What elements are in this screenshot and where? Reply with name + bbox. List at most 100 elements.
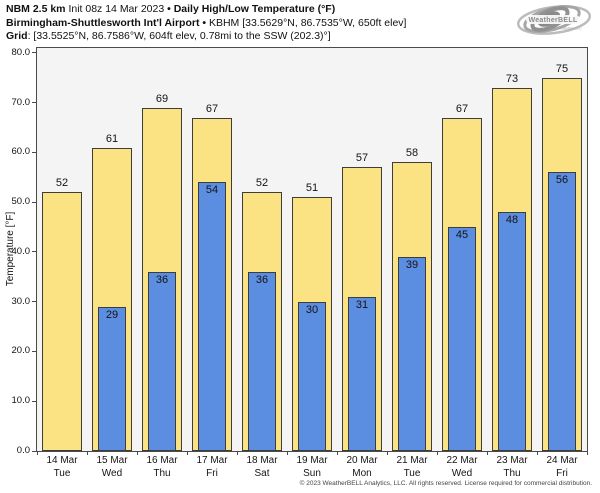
y-tick-label: 10.0 [11, 395, 31, 407]
title-segment: Init 08z 14 Mar 2023 [65, 3, 168, 15]
low-value-label: 30 [305, 303, 319, 316]
high-value-label: 52 [255, 177, 269, 190]
x-tick-date: 18 Mar [246, 455, 278, 466]
x-tick-mark [186, 451, 188, 455]
title-line-3: Grid: [33.5525°N, 86.7586°W, 604ft elev,… [6, 30, 406, 44]
y-tick-mark [32, 400, 36, 402]
low-value-label: 45 [455, 229, 469, 242]
x-tick-mark [136, 451, 138, 455]
y-tick-label: 50.0 [11, 196, 31, 208]
high-value-label: 75 [555, 62, 569, 75]
y-tick-mark [32, 450, 36, 452]
high-value-label: 69 [155, 92, 169, 105]
weatherbell-logo: WeatherBELL Analytics LLC [516, 5, 592, 35]
logo-text-pill [526, 15, 580, 24]
high-value-label: 58 [405, 147, 419, 160]
x-tick-mark [236, 451, 238, 455]
low-bar [98, 306, 126, 451]
x-tick-date: 21 Mar [396, 455, 428, 466]
title-segment: : [33.5525°N, 86.7586°W, 604ft elev, 0.7… [27, 30, 331, 42]
high-value-label: 67 [205, 102, 219, 115]
x-tick-label: 23 Mar Thu [487, 455, 537, 480]
y-tick-label: 20.0 [11, 345, 31, 357]
x-tick-label: 18 Mar Sat [237, 455, 287, 480]
x-tick-day: Tue [403, 467, 421, 479]
title-segment: Grid [6, 30, 28, 42]
title-segment: • [199, 16, 209, 29]
x-tick-label: 20 Mar Mon [337, 455, 387, 480]
x-tick-mark [536, 451, 538, 455]
x-tick-label: 15 Mar Wed [87, 455, 137, 480]
low-bar [548, 172, 576, 451]
x-tick-mark [336, 451, 338, 455]
title-line-1: NBM 2.5 km Init 08z 14 Mar 2023 • Daily … [6, 3, 406, 17]
x-tick-date: 17 Mar [196, 455, 228, 466]
x-tick-day: Fri [556, 467, 568, 479]
logo-brand-text: WeatherBELL [528, 17, 577, 24]
x-tick-date: 20 Mar [346, 455, 378, 466]
low-value-label: 39 [405, 258, 419, 271]
x-tick-date: 24 Mar [546, 455, 578, 466]
low-bar [398, 256, 426, 451]
y-tick-mark [32, 151, 36, 153]
low-bar [198, 182, 226, 451]
x-tick-mark [86, 451, 88, 455]
x-tick-day: Tue [53, 467, 71, 479]
y-tick-mark [32, 301, 36, 303]
title-segment: NBM 2.5 km [6, 3, 66, 15]
low-bar [148, 271, 176, 451]
x-tick-label: 19 Mar Sun [287, 455, 337, 480]
y-tick-mark [32, 102, 36, 104]
x-tick-date: 23 Mar [496, 455, 528, 466]
x-tick-day: Sat [254, 467, 270, 479]
low-value-label: 36 [255, 273, 269, 286]
x-tick-day: Wed [101, 467, 123, 479]
x-tick-label: 24 Mar Fri [537, 455, 587, 480]
x-tick-mark [586, 451, 588, 455]
high-bar [42, 192, 82, 451]
y-tick-label: 40.0 [11, 245, 31, 257]
low-value-label: 36 [155, 273, 169, 286]
title-segment: • [167, 3, 174, 15]
y-tick-mark [32, 52, 36, 54]
x-tick-day: Thu [153, 467, 171, 479]
x-tick-label: 17 Mar Fri [187, 455, 237, 480]
x-tick-date: 16 Mar [146, 455, 178, 466]
y-tick-label: 70.0 [11, 96, 31, 108]
low-bar [348, 296, 376, 451]
x-tick-day: Wed [451, 467, 473, 479]
title-segment: KBHM [33.5629°N, 86.7535°W, 650ft elev] [208, 16, 407, 29]
low-bar [298, 301, 326, 451]
x-tick-mark [36, 451, 38, 455]
y-tick-label: 30.0 [11, 295, 31, 307]
y-tick-label: 60.0 [11, 146, 31, 158]
high-value-label: 61 [105, 132, 119, 145]
plot-area: 0.0 10.0 20.0 30.0 40.0 50.0 60.0 70.0 80.0 52 14 … [12, 47, 588, 479]
low-bar [498, 212, 526, 451]
x-tick-label: 16 Mar Thu [137, 455, 187, 480]
high-value-label: 73 [505, 72, 519, 85]
low-value-label: 56 [555, 174, 569, 187]
x-tick-label: 21 Mar Tue [387, 455, 437, 480]
title-line-2: Birmingham-Shuttlesworth Int'l Airport •… [6, 17, 406, 31]
x-tick-mark [386, 451, 388, 455]
x-tick-date: 22 Mar [446, 455, 478, 466]
low-value-label: 29 [105, 308, 119, 321]
x-tick-date: 15 Mar [96, 455, 128, 466]
high-value-label: 52 [55, 177, 69, 190]
title-segment: Daily High/Low Temperature (°F) [173, 3, 336, 15]
high-value-label: 67 [455, 102, 469, 115]
x-tick-date: 14 Mar [46, 455, 78, 466]
title-segment: Birmingham-Shuttlesworth Int'l Airport [6, 16, 200, 29]
low-value-label: 54 [205, 184, 219, 197]
high-value-label: 57 [355, 152, 369, 165]
x-tick-mark [486, 451, 488, 455]
x-tick-day: Fri [206, 467, 218, 479]
x-tick-mark [436, 451, 438, 455]
x-tick-label: 22 Mar Wed [437, 455, 487, 480]
y-tick-label: 80.0 [11, 46, 31, 58]
x-tick-day: Sun [303, 467, 321, 479]
logo-sub-text: Analytics LLC [558, 27, 581, 31]
copyright-text: © 2023 WeatherBELL Analytics, LLC. All r… [299, 480, 592, 487]
